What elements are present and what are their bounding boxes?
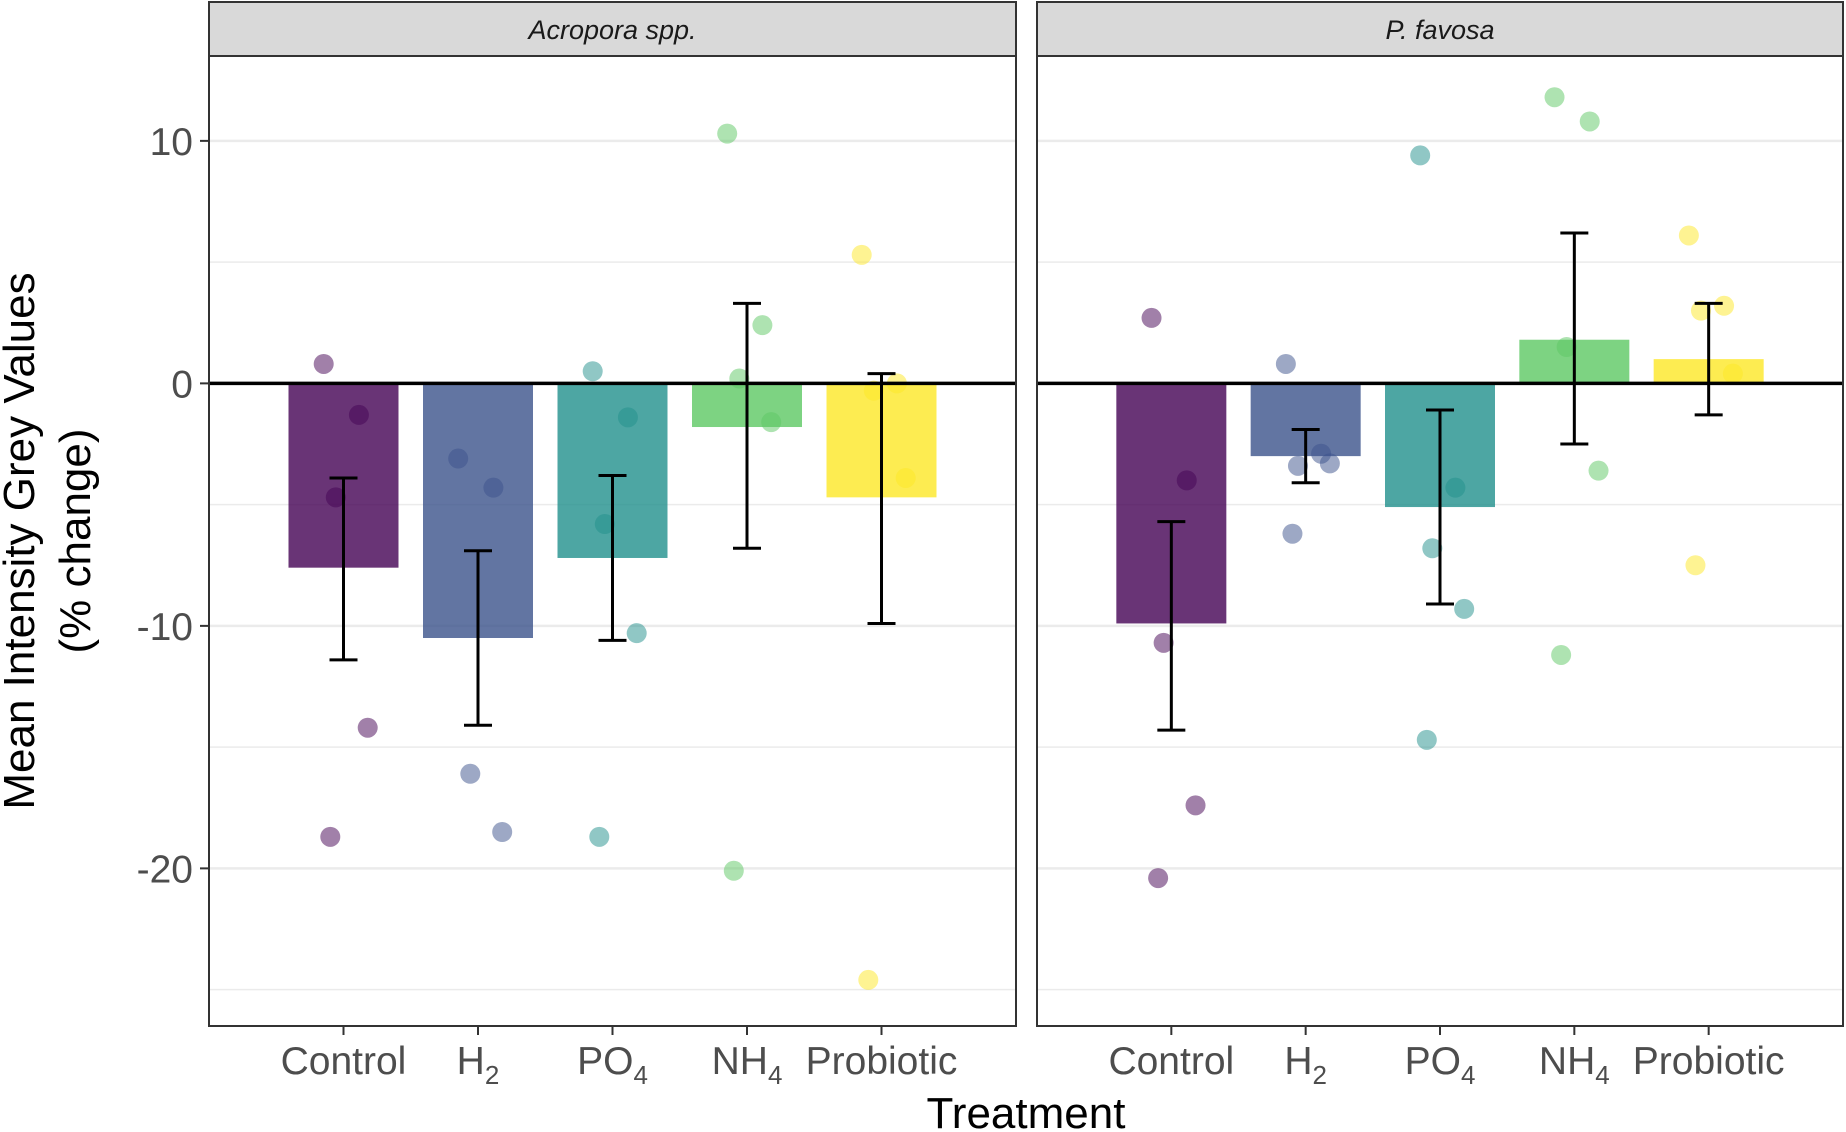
- x-tick-label: PO4: [1405, 1040, 1476, 1090]
- data-point: [851, 244, 872, 265]
- data-point: [1588, 460, 1609, 481]
- data-point: [717, 123, 738, 144]
- facet-title: P. favosa: [1385, 15, 1494, 45]
- data-point: [320, 826, 341, 847]
- data-point: [1685, 555, 1706, 576]
- data-point: [617, 407, 638, 428]
- y-tick-label: 10: [150, 121, 193, 164]
- y-axis-title: Mean Intensity Grey Values(% change): [0, 272, 100, 809]
- x-tick-label: PO4: [577, 1040, 648, 1090]
- data-point: [1722, 363, 1743, 384]
- data-point: [1153, 632, 1174, 653]
- data-point: [1416, 729, 1437, 750]
- data-point: [357, 717, 378, 738]
- x-tick-label: H2: [457, 1040, 500, 1090]
- data-point: [723, 860, 744, 881]
- data-point: [483, 477, 504, 498]
- data-point: [1551, 644, 1572, 665]
- data-point: [1282, 523, 1303, 544]
- data-point: [761, 412, 782, 433]
- x-tick-label: H2: [1284, 1040, 1327, 1090]
- data-point: [582, 361, 603, 382]
- data-point: [752, 315, 773, 336]
- data-point: [858, 969, 879, 990]
- data-point: [1579, 111, 1600, 132]
- data-point: [448, 448, 469, 469]
- data-point: [313, 353, 334, 374]
- data-point: [1185, 795, 1206, 816]
- data-point: [1319, 453, 1340, 474]
- data-point: [1287, 455, 1308, 476]
- x-tick-label: Probiotic: [1633, 1040, 1785, 1083]
- data-point: [895, 467, 916, 488]
- data-point: [1275, 353, 1296, 374]
- x-tick-label: Probiotic: [806, 1040, 958, 1083]
- x-tick-label: NH4: [1539, 1040, 1610, 1090]
- y-tick-label: -20: [137, 848, 193, 891]
- data-point: [1148, 868, 1169, 889]
- x-tick-label: Control: [1108, 1040, 1234, 1083]
- y-tick-label: -10: [137, 606, 193, 649]
- data-point: [460, 763, 481, 784]
- facet-strip: [1036, 1, 1844, 57]
- x-tick-label: Control: [281, 1040, 407, 1083]
- data-point: [1690, 300, 1711, 321]
- data-point: [594, 514, 615, 535]
- data-point: [1176, 470, 1197, 491]
- data-point: [1445, 477, 1466, 498]
- y-tick-label: 0: [171, 363, 193, 406]
- data-point: [325, 487, 346, 508]
- x-axis-title: Treatment: [927, 1089, 1126, 1132]
- x-tick-label: NH4: [712, 1040, 783, 1090]
- panel-2: P. favosa Control H2 PO4 NH4 Probiotic: [1036, 1, 1844, 1090]
- panel-1: Acropora spp. Control H2 PO4 NH4 Probiotic: [208, 1, 1017, 1090]
- data-point: [1454, 598, 1475, 619]
- data-point: [589, 826, 610, 847]
- data-point: [1410, 145, 1431, 166]
- data-point: [626, 623, 647, 644]
- data-point: [348, 404, 369, 425]
- data-point: [1141, 307, 1162, 328]
- data-point: [492, 822, 513, 842]
- facet-strip: [208, 1, 1017, 57]
- data-point: [1678, 225, 1699, 246]
- data-point: [1544, 87, 1565, 108]
- data-point: [1556, 337, 1577, 357]
- data-point: [863, 380, 884, 401]
- facet-title: Acropora spp.: [526, 15, 696, 45]
- data-point: [1422, 538, 1443, 559]
- data-point: [1714, 295, 1735, 316]
